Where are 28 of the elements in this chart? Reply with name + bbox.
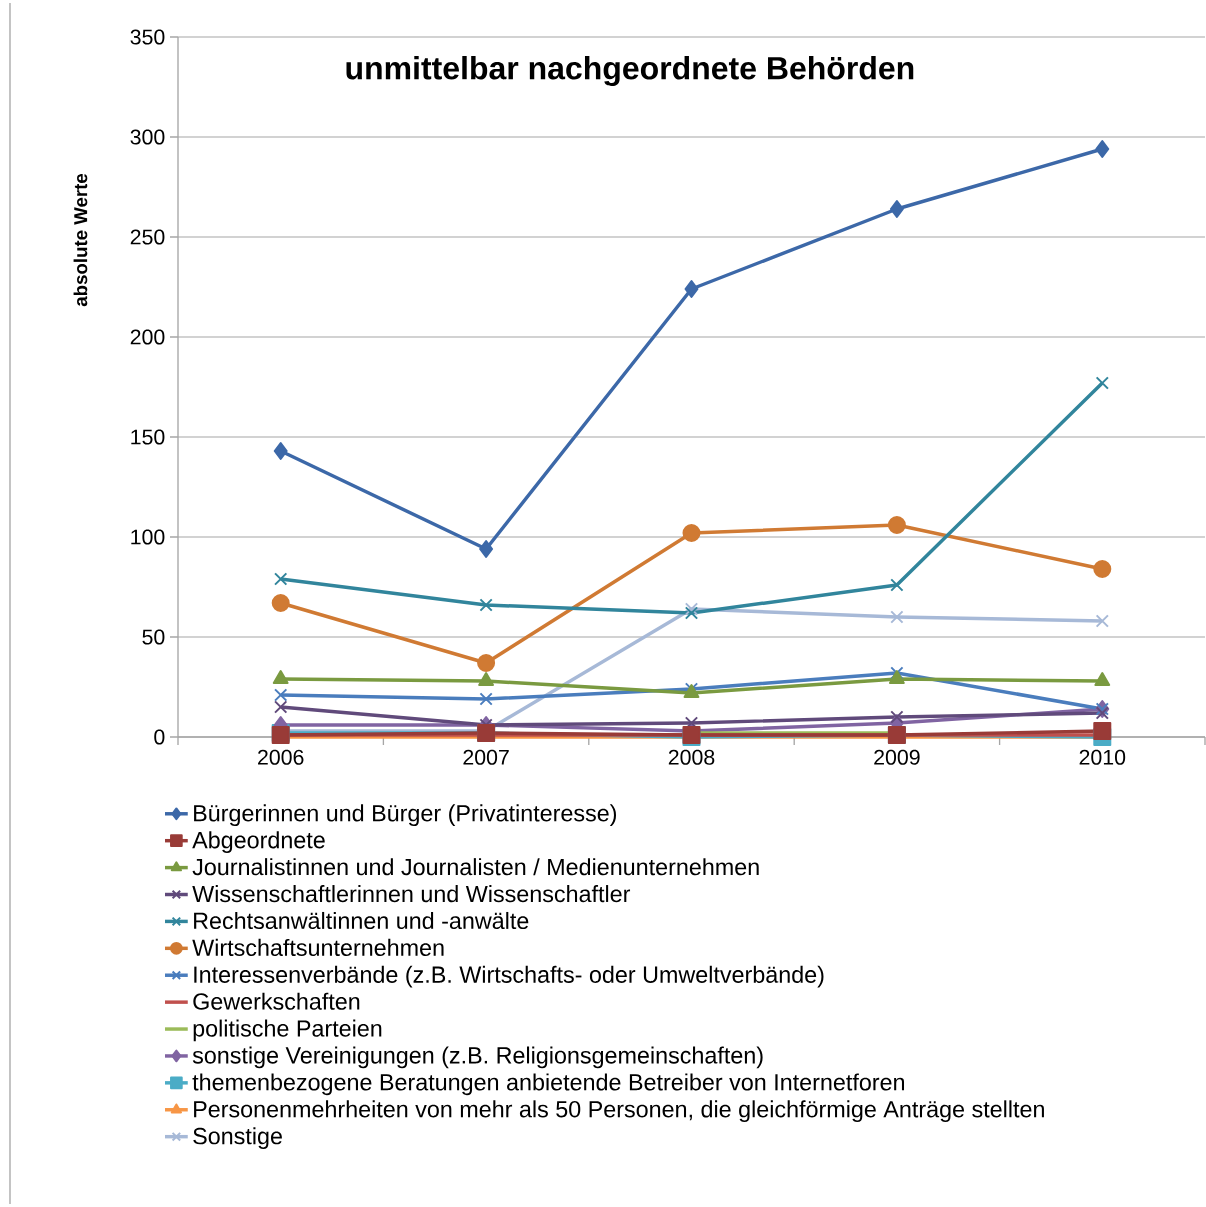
legend-label: Journalistinnen und Journalisten / Medienunternehmen	[192, 858, 759, 876]
legend-label: sonstige Vereinigungen (z.B. Religionsgemeinschaften)	[192, 1046, 763, 1069]
y-tick-label: 0	[154, 729, 165, 745]
legend-label: Rechtsanwältinnen und -anwälte	[194, 911, 529, 930]
y-tick-label: 250	[130, 229, 165, 245]
x-tick-label: 2006	[258, 749, 304, 765]
legend-label: Wirtschaftsunternehmen	[192, 938, 444, 957]
y-tick-label: 150	[131, 429, 165, 445]
legend-label: politische Parteien	[193, 1019, 382, 1042]
legend-label: themenbezogene Beratungen anbietende Betreiber von Internetforen	[192, 1073, 905, 1096]
x-tick-label: 2008	[668, 749, 715, 765]
legend-label: Interessenverbände (z.B. Wirtschafts- oder Umweltverbände)	[194, 965, 824, 988]
x-tick-label: 2007	[463, 749, 509, 765]
legend-label: Wissenschaftlerinnen und Wissenschaftler	[192, 885, 631, 903]
y-axis-title: absolute Werte	[73, 173, 88, 307]
y-tick-label: 50	[142, 629, 165, 645]
y-tick-label: 200	[130, 329, 165, 345]
legend-label: Bürgerinnen und Bürger (Privatinteresse)	[194, 804, 617, 827]
legend-label: Abgeordnete	[192, 831, 325, 853]
y-tick-label: 100	[131, 529, 165, 545]
x-tick-label: 2010	[1079, 749, 1126, 765]
legend-label: Sonstige	[193, 1127, 282, 1149]
y-tick-label: 350	[130, 29, 165, 45]
text: unmittelbar nachgeordnete Behörden	[346, 56, 914, 86]
legend-label: Gewerkschaften	[193, 992, 360, 1010]
x-tick-label: 2009	[874, 749, 920, 765]
y-tick-label: 300	[130, 129, 165, 145]
legend-label: Personenmehrheiten von mehr als 50 Personen, die gleichförmige Anträge stellten	[194, 1100, 1044, 1123]
